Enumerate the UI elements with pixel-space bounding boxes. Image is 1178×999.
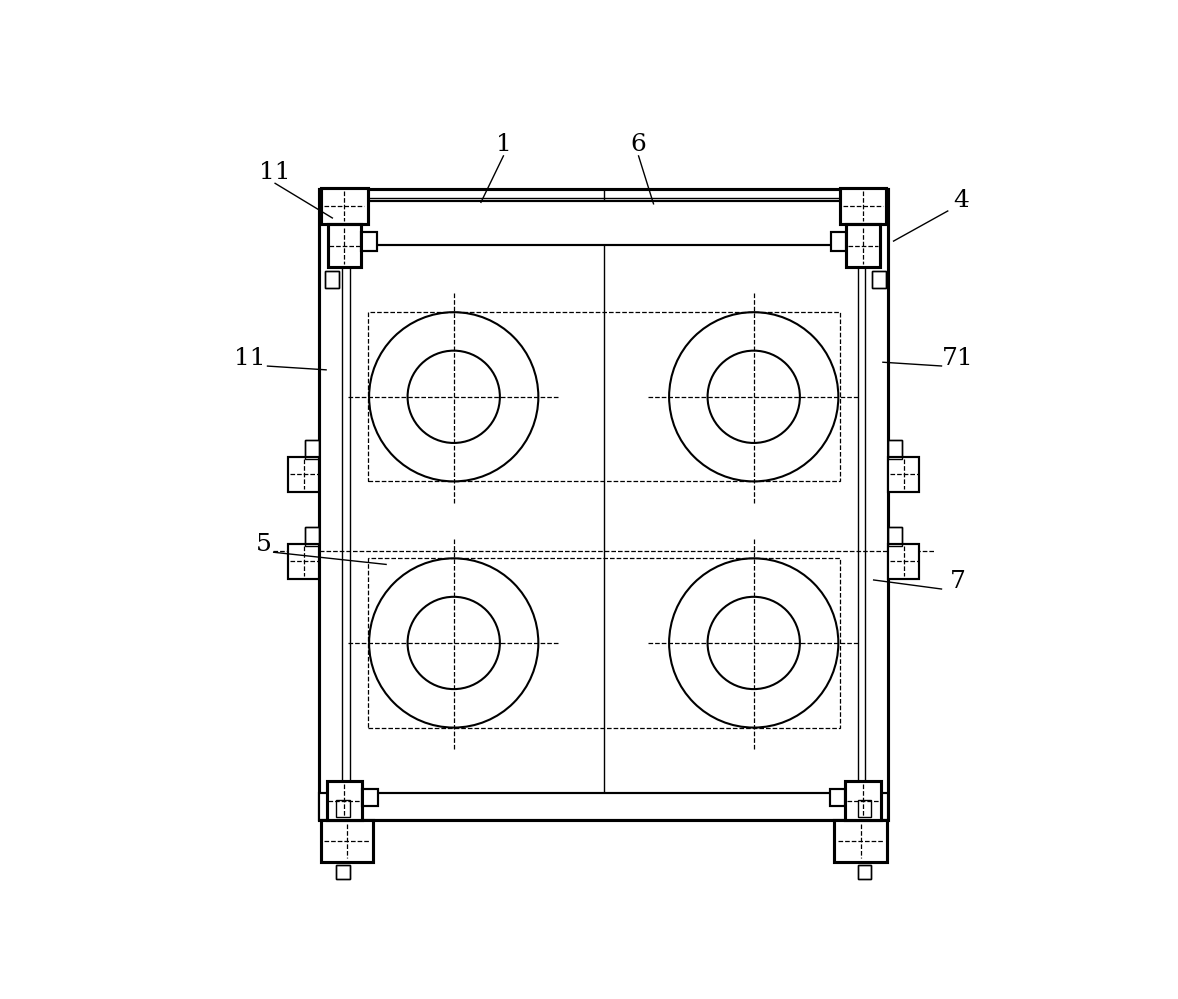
Text: 7: 7 bbox=[949, 569, 966, 593]
Bar bbox=[888, 457, 919, 492]
Text: 4: 4 bbox=[953, 189, 969, 212]
Bar bbox=[830, 232, 846, 252]
Text: 1: 1 bbox=[496, 133, 511, 156]
Bar bbox=[305, 527, 319, 546]
Bar bbox=[336, 865, 350, 879]
Bar bbox=[846, 781, 881, 820]
Bar bbox=[320, 820, 373, 862]
Bar bbox=[846, 225, 880, 267]
Bar bbox=[830, 232, 846, 252]
Bar bbox=[829, 789, 846, 806]
Bar bbox=[846, 225, 880, 267]
Bar bbox=[325, 271, 339, 288]
Bar bbox=[289, 543, 319, 578]
Bar bbox=[840, 188, 886, 225]
Bar bbox=[336, 800, 350, 817]
Bar bbox=[362, 232, 377, 252]
Bar bbox=[320, 820, 373, 862]
Bar bbox=[888, 527, 902, 546]
Bar bbox=[858, 865, 872, 879]
Bar bbox=[319, 793, 888, 820]
Bar bbox=[305, 441, 319, 460]
Bar bbox=[888, 441, 902, 460]
Bar bbox=[336, 800, 350, 817]
Bar bbox=[834, 820, 887, 862]
Bar bbox=[834, 820, 887, 862]
Bar bbox=[322, 188, 368, 225]
Bar bbox=[289, 543, 319, 578]
Text: 71: 71 bbox=[941, 347, 973, 370]
Text: 5: 5 bbox=[256, 533, 272, 556]
Bar bbox=[305, 441, 319, 460]
Bar bbox=[326, 781, 362, 820]
Bar bbox=[368, 312, 840, 482]
Bar bbox=[872, 271, 886, 288]
Bar bbox=[368, 558, 840, 727]
Bar bbox=[846, 781, 881, 820]
Bar bbox=[342, 201, 866, 246]
Bar bbox=[319, 793, 888, 820]
Bar bbox=[327, 225, 362, 267]
Bar bbox=[326, 781, 362, 820]
Bar bbox=[342, 201, 866, 808]
Bar bbox=[362, 789, 378, 806]
Bar bbox=[336, 865, 350, 879]
Bar bbox=[289, 457, 319, 492]
Bar bbox=[325, 271, 339, 288]
Bar bbox=[327, 225, 362, 267]
Bar bbox=[829, 789, 846, 806]
Bar bbox=[858, 865, 872, 879]
Bar bbox=[305, 527, 319, 546]
Bar bbox=[888, 441, 902, 460]
Text: 11: 11 bbox=[234, 347, 265, 370]
Bar bbox=[840, 188, 886, 225]
Bar bbox=[342, 201, 866, 246]
Bar bbox=[322, 188, 368, 225]
Bar bbox=[319, 189, 888, 820]
Bar bbox=[888, 543, 919, 578]
Bar bbox=[888, 457, 919, 492]
Bar bbox=[858, 800, 872, 817]
Text: 6: 6 bbox=[630, 133, 647, 156]
Bar bbox=[319, 189, 888, 820]
Bar bbox=[362, 232, 377, 252]
Bar bbox=[872, 271, 886, 288]
Text: 11: 11 bbox=[259, 161, 290, 184]
Bar bbox=[289, 457, 319, 492]
Bar bbox=[362, 789, 378, 806]
Bar bbox=[888, 527, 902, 546]
Bar bbox=[888, 543, 919, 578]
Bar bbox=[858, 800, 872, 817]
